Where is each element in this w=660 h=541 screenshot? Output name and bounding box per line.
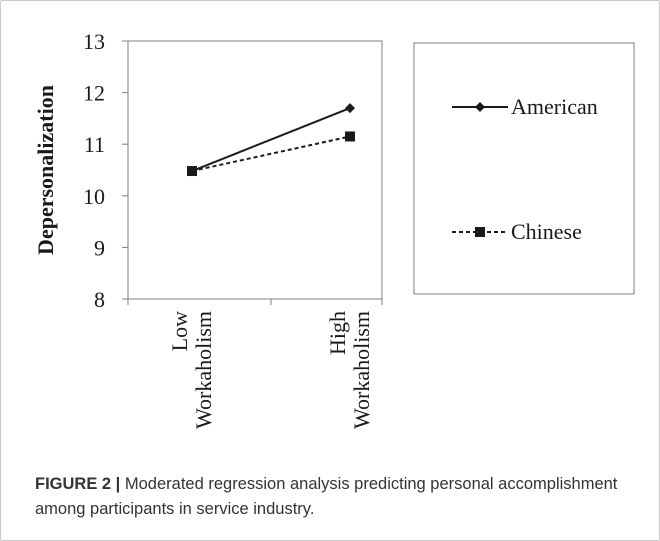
x-axis: LowWorkaholism HighWorkaholism <box>127 299 383 429</box>
series-line-american <box>191 107 351 172</box>
data-point-chinese <box>187 166 197 177</box>
line-chart: 8 9 10 11 12 13 LowWorkaholism HighWorkaholism… <box>33 29 635 429</box>
legend: American Chinese <box>452 94 598 244</box>
data-point-chinese <box>345 131 355 142</box>
y-tick-label: 12 <box>83 81 105 106</box>
y-tick-label: 8 <box>94 287 105 312</box>
y-tick-label: 13 <box>83 29 105 54</box>
series-line-chinese <box>191 135 351 173</box>
legend-box <box>413 42 635 295</box>
y-tick-label: 9 <box>94 235 105 260</box>
y-axis: 8 9 10 11 12 13 <box>83 29 128 312</box>
legend-label-chinese: Chinese <box>511 219 582 244</box>
x-tick-label: LowWorkaholism <box>167 311 216 429</box>
legend-label-american: American <box>511 94 598 119</box>
plot-area <box>127 40 383 300</box>
y-tick-label: 10 <box>83 184 105 209</box>
x-tick-label: HighWorkaholism <box>325 311 374 429</box>
series-layer <box>187 103 355 177</box>
y-tick-label: 11 <box>84 132 105 157</box>
data-point-american <box>345 103 355 114</box>
caption-label: FIGURE 2 | <box>35 475 121 493</box>
y-axis-label: Depersonalization <box>33 85 58 255</box>
legend-marker-american <box>475 102 485 112</box>
caption-text: Moderated regression analysis predicting… <box>35 475 618 518</box>
figure-caption: FIGURE 2 | Moderated regression analysis… <box>35 472 635 522</box>
legend-marker-chinese <box>475 227 485 237</box>
